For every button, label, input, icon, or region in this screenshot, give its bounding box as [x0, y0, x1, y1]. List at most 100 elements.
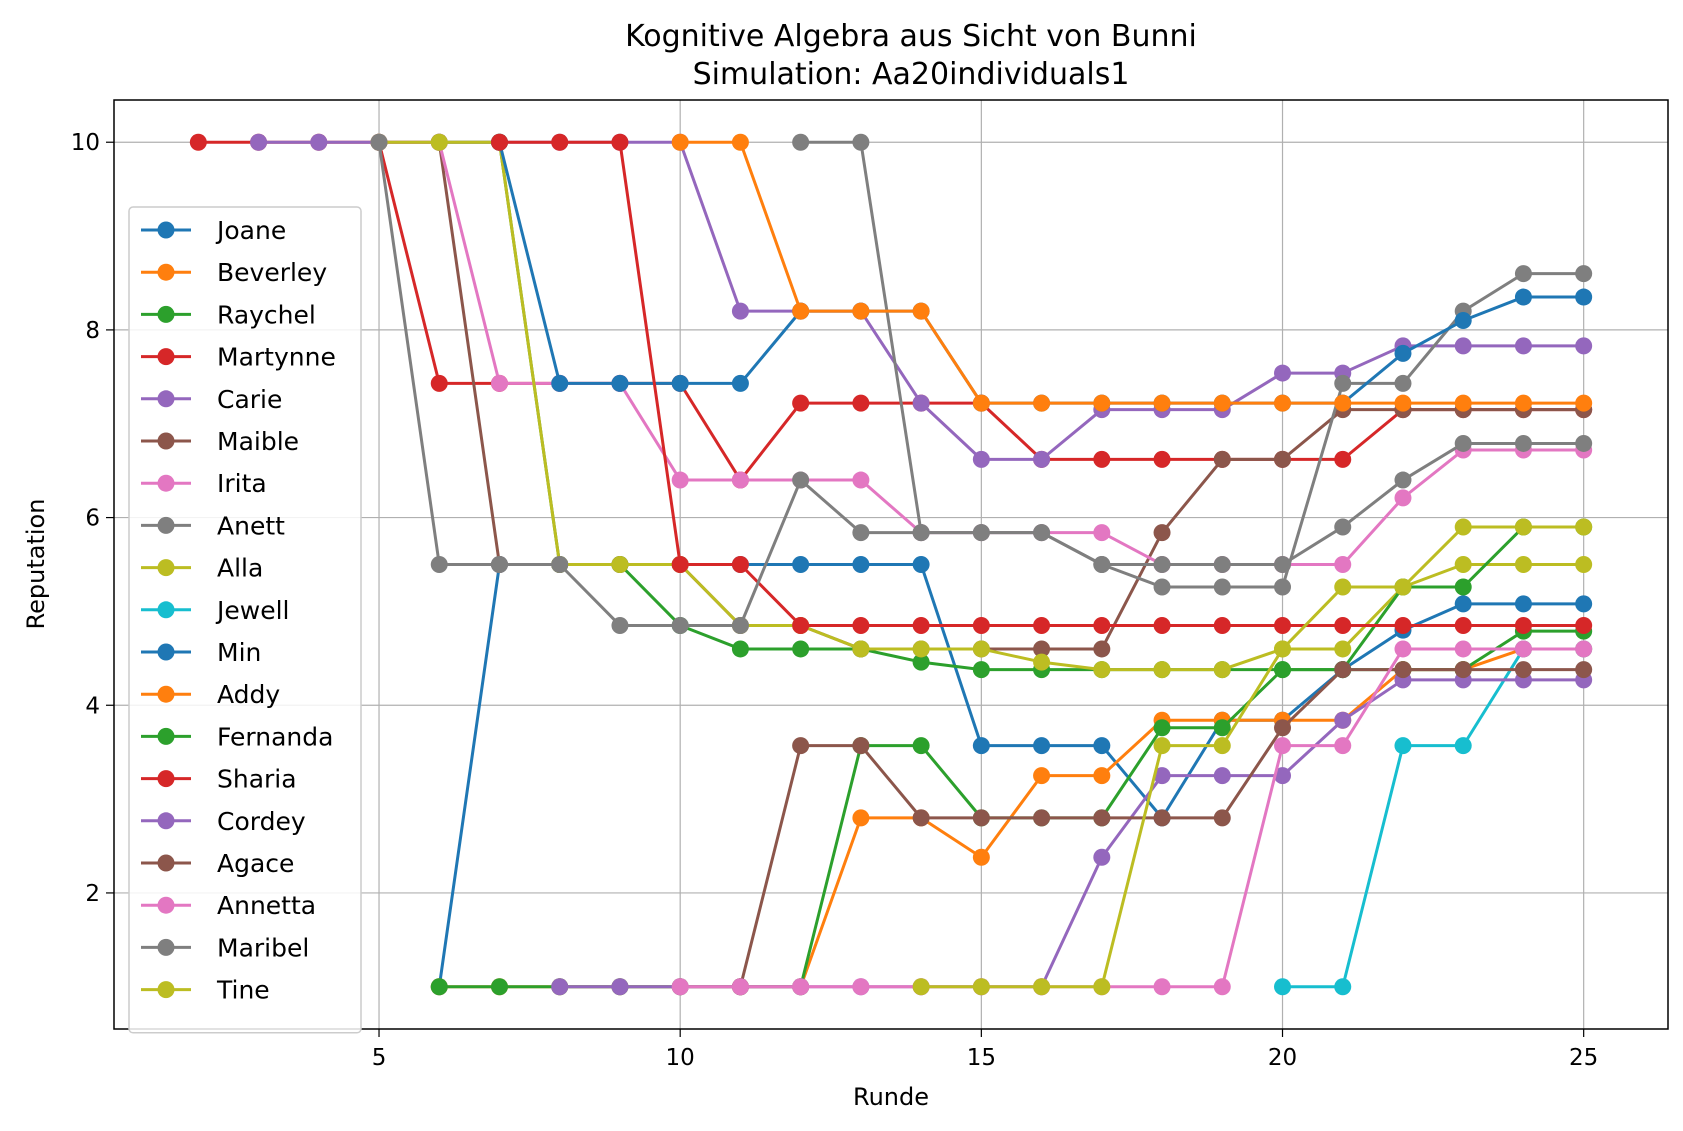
data-point: [1334, 394, 1352, 412]
legend-label: Martynne: [217, 343, 336, 372]
data-point: [792, 556, 810, 573]
data-point: [1093, 978, 1111, 996]
data-point: [731, 616, 749, 634]
data-point: [1033, 653, 1051, 671]
data-point: [551, 978, 569, 996]
series-line: [439, 525, 1584, 989]
data-point: [1334, 374, 1352, 392]
data-point: [1394, 616, 1412, 634]
data-point: [1454, 737, 1472, 755]
data-point: [1514, 337, 1532, 355]
data-point: [1213, 809, 1231, 827]
series-jewell: [1274, 640, 1593, 996]
legend: Joane Beverley Raychel Martynne Carie Maible I…: [128, 206, 362, 1034]
data-point: [1334, 450, 1352, 468]
data-point: [1575, 288, 1593, 306]
data-point: [912, 653, 930, 671]
y-tick-label: 4: [85, 693, 100, 719]
chart-subtitle: Simulation: Aa20individuals1: [693, 57, 1130, 92]
data-point: [1093, 661, 1111, 679]
data-point: [1033, 450, 1051, 468]
legend-item: Maible: [141, 427, 299, 456]
y-tick-label: 2: [85, 881, 100, 907]
data-point: [1033, 978, 1051, 996]
data-point: [1153, 524, 1171, 542]
data-point: [792, 640, 810, 658]
legend-label: Fernanda: [217, 722, 333, 751]
legend-item: Carie: [141, 385, 282, 414]
data-point: [1334, 978, 1352, 996]
legend-label: Anett: [217, 511, 285, 540]
data-point: [1575, 518, 1593, 536]
legend-label: Annetta: [217, 891, 316, 920]
data-point: [1334, 737, 1352, 755]
data-point: [1454, 337, 1472, 355]
data-point: [250, 133, 268, 151]
data-point: [912, 394, 930, 412]
data-point: [912, 524, 930, 542]
data-point: [1454, 640, 1472, 658]
data-point: [1153, 809, 1171, 827]
data-point: [430, 556, 448, 573]
y-tick-label: 6: [85, 506, 100, 532]
data-point: [1153, 556, 1171, 573]
data-point: [1274, 978, 1292, 996]
legend-item: Irita: [141, 469, 267, 498]
data-point: [1514, 640, 1532, 658]
series-line: [680, 140, 1584, 405]
data-point: [1153, 394, 1171, 412]
legend-label: Jewell: [215, 596, 289, 625]
series-line: [258, 140, 1584, 461]
data-point: [1454, 616, 1472, 634]
data-point: [1394, 471, 1412, 489]
data-point: [1093, 809, 1111, 827]
legend-swatch-marker: [157, 432, 175, 450]
data-point: [1274, 556, 1292, 573]
data-point: [1213, 394, 1231, 412]
data-point: [671, 616, 689, 634]
legend-item: Fernanda: [141, 722, 333, 751]
x-tick-label: 15: [967, 1045, 996, 1071]
data-point: [852, 640, 870, 658]
legend-label: Tine: [216, 976, 270, 1005]
data-point: [671, 471, 689, 489]
legend-item: Sharia: [141, 765, 297, 794]
legend-item: Jewell: [141, 596, 289, 625]
series-cordey: [551, 671, 1593, 996]
data-point: [1514, 394, 1532, 412]
data-point: [490, 978, 508, 996]
legend-swatch-marker: [157, 770, 175, 788]
data-point: [1153, 450, 1171, 468]
legend-swatch-marker: [157, 854, 175, 872]
series-joane: [430, 556, 1593, 996]
data-point: [1093, 737, 1111, 755]
data-point: [1274, 719, 1292, 737]
legend-swatch-marker: [157, 348, 175, 366]
data-point: [430, 133, 448, 151]
legend-item: Maribel: [141, 933, 309, 962]
data-point: [189, 133, 207, 151]
data-point: [1394, 661, 1412, 679]
legend-label: Alla: [217, 554, 263, 583]
data-point: [1274, 767, 1292, 785]
data-point: [1033, 616, 1051, 634]
data-point: [972, 394, 990, 412]
series-line: [439, 140, 1584, 672]
legend-swatch-marker: [157, 727, 175, 745]
data-point: [972, 640, 990, 658]
data-point: [972, 809, 990, 827]
y-tick-label: 10: [71, 130, 100, 156]
data-point: [1213, 616, 1231, 634]
data-point: [852, 556, 870, 573]
data-point: [1093, 394, 1111, 412]
data-point: [972, 450, 990, 468]
data-point: [1454, 312, 1472, 330]
legend-label: Raychel: [217, 300, 316, 329]
data-point: [1213, 978, 1231, 996]
data-point: [611, 133, 629, 151]
data-point: [1213, 737, 1231, 755]
legend-item: Tine: [141, 976, 270, 1005]
data-point: [1274, 616, 1292, 634]
data-point: [731, 302, 749, 320]
data-point: [1514, 288, 1532, 306]
